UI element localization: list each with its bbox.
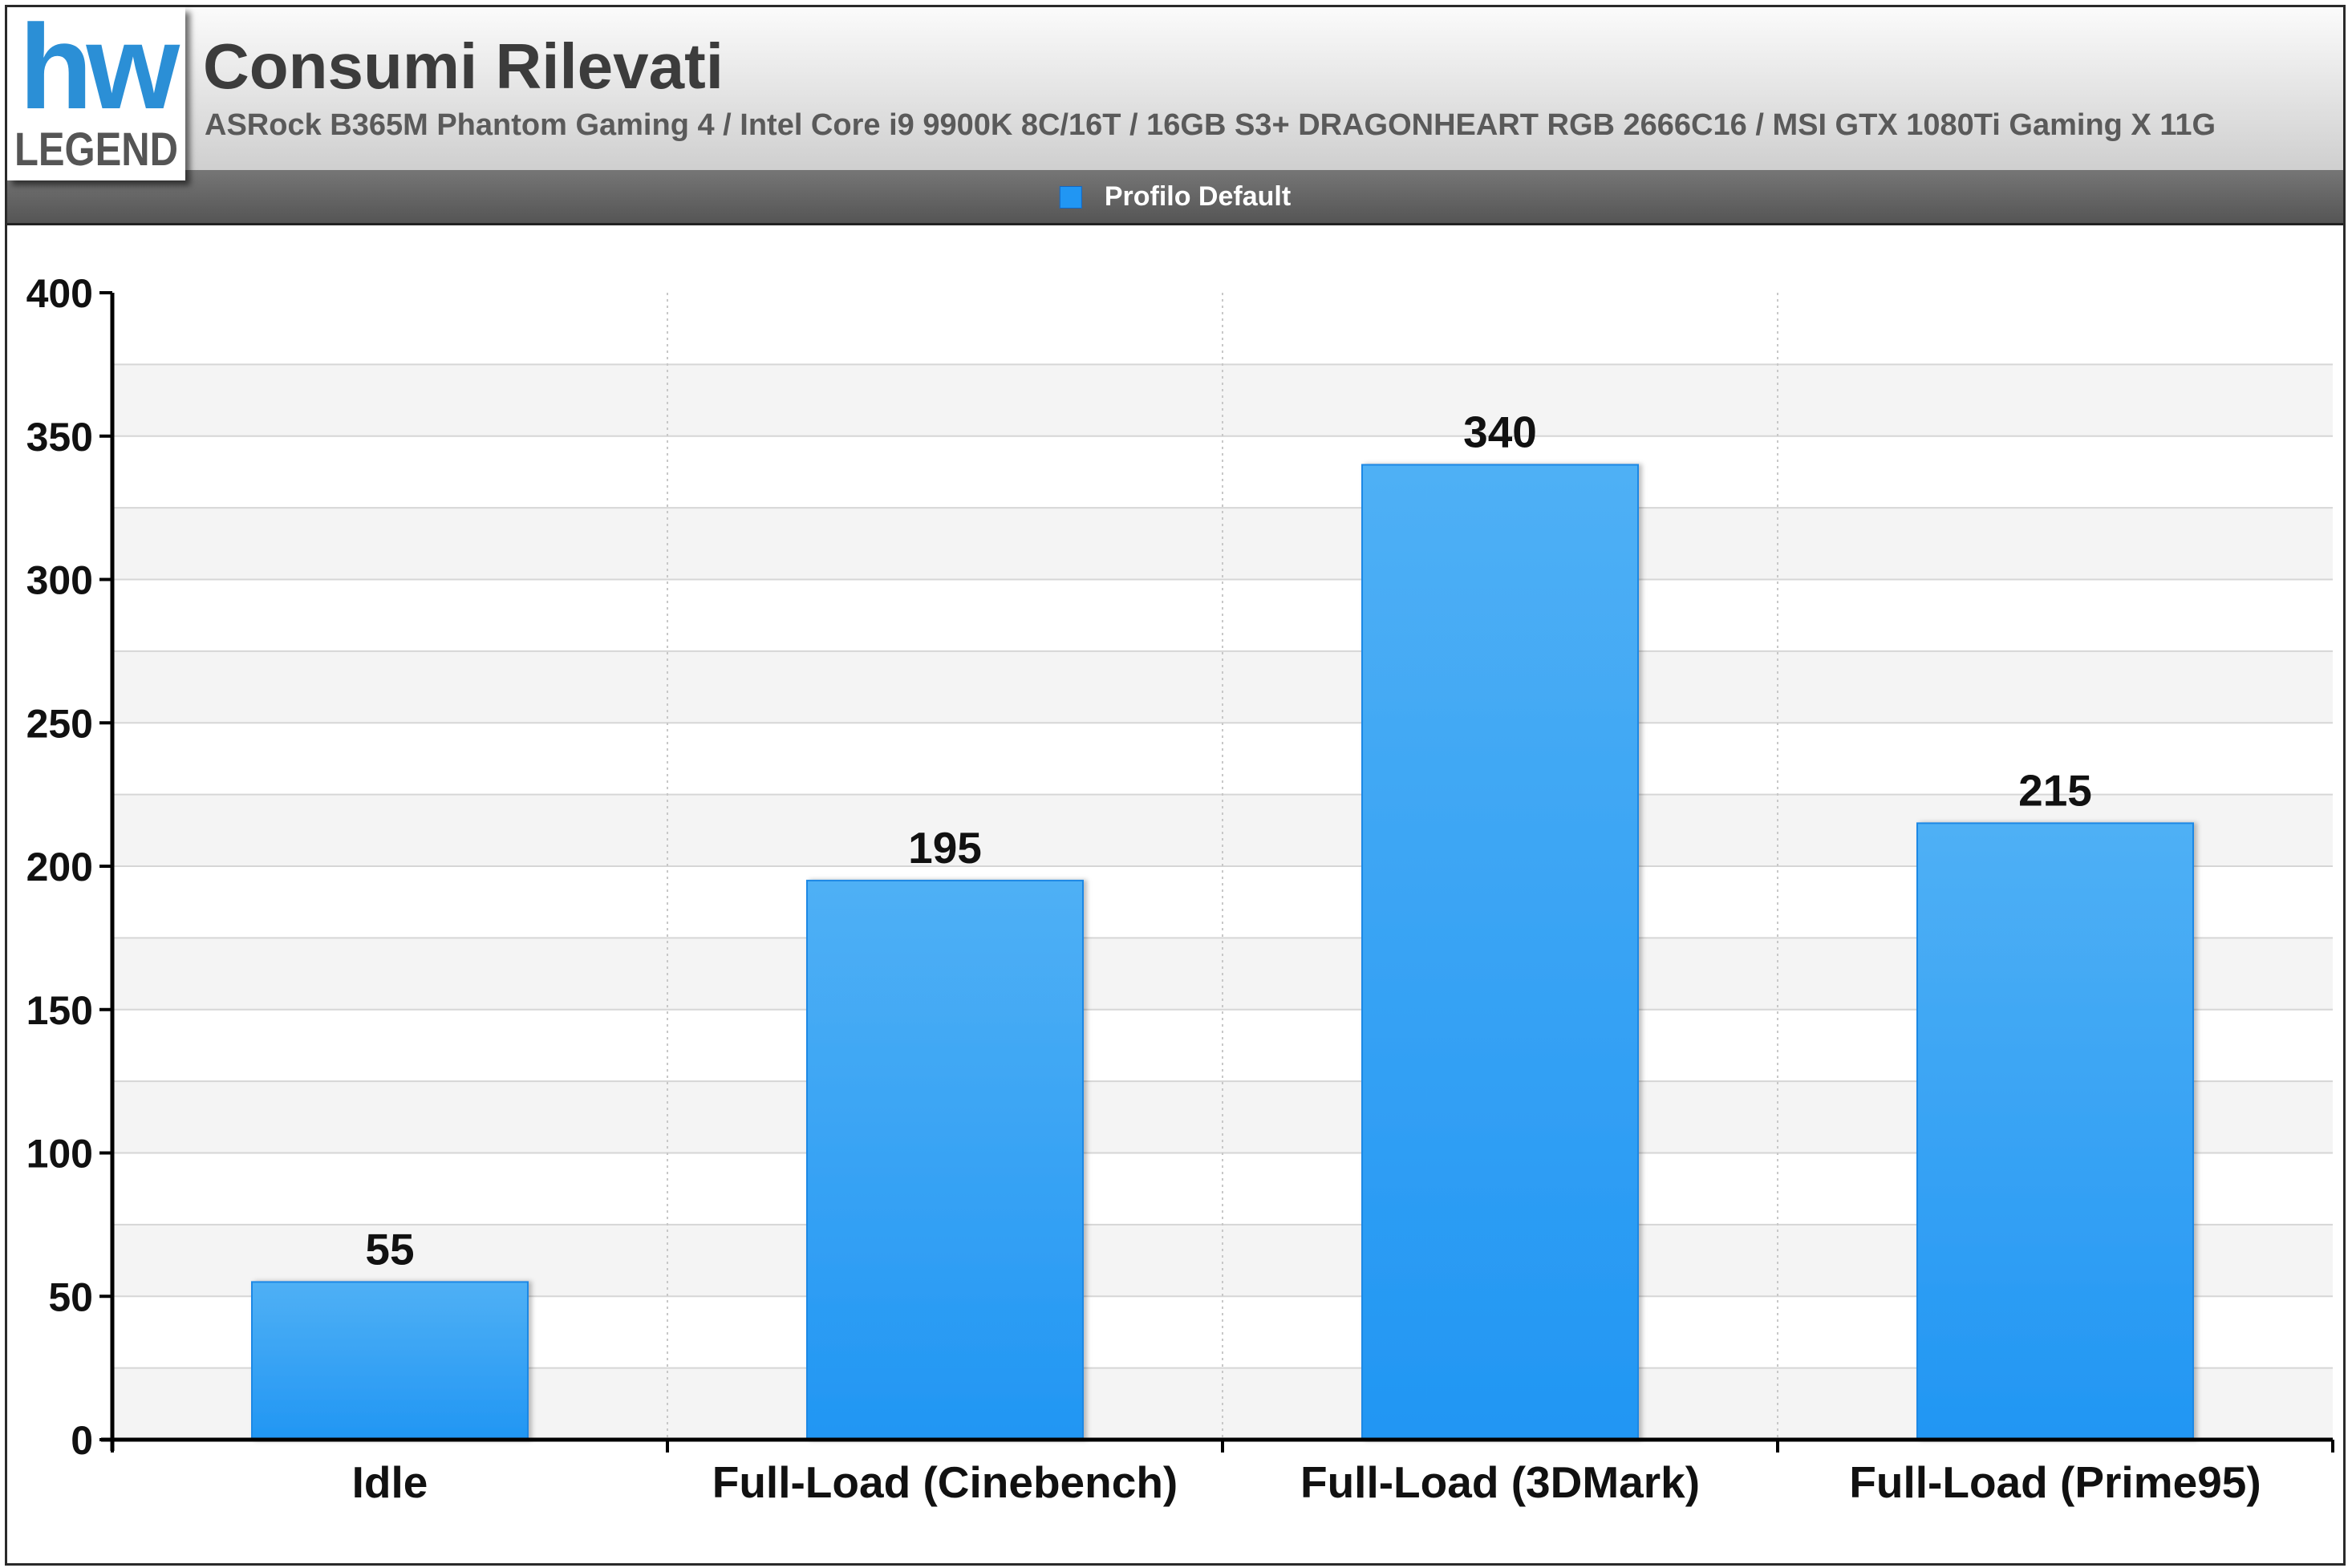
- data-label: 340: [1463, 407, 1537, 457]
- y-tick-label: 50: [48, 1274, 93, 1319]
- y-tick-label: 400: [26, 271, 93, 316]
- y-tick-label: 150: [26, 988, 93, 1033]
- chart-header: Consumi Rilevati ASRock B365M Phantom Ga…: [7, 7, 2343, 172]
- legend-label: Profilo Default: [1104, 181, 1292, 212]
- chart-title: Consumi Rilevati: [203, 30, 724, 102]
- y-tick-label: 0: [71, 1418, 93, 1463]
- logo-graphic: hw LEGEND: [14, 7, 185, 176]
- logo-mark-hw: hw: [19, 7, 180, 134]
- y-tick-label: 250: [26, 701, 93, 746]
- x-tick-label: Idle: [352, 1457, 428, 1507]
- y-tick-label: 200: [26, 845, 93, 889]
- grid-band: [112, 364, 2333, 436]
- bar: [1916, 822, 2194, 1440]
- data-label: 55: [365, 1224, 414, 1274]
- x-tick-label: Full-Load (3DMark): [1300, 1457, 1700, 1507]
- data-label: 195: [908, 823, 982, 873]
- bar: [1361, 464, 1639, 1440]
- legend-item[interactable]: Profilo Default: [1059, 181, 1292, 213]
- x-tick-label: Full-Load (Prime95): [1849, 1457, 2261, 1507]
- site-logo: hw LEGEND: [7, 7, 185, 180]
- y-tick-label: 100: [26, 1132, 93, 1177]
- legend-bar: Profilo Default: [7, 170, 2343, 225]
- logo-word-legend: LEGEND: [14, 124, 178, 176]
- legend-swatch: [1059, 185, 1082, 209]
- bar: [806, 879, 1084, 1440]
- bar: [251, 1281, 529, 1440]
- x-tick-label: Full-Load (Cinebench): [712, 1457, 1178, 1507]
- y-tick-label: 300: [26, 558, 93, 603]
- y-tick-label: 350: [26, 415, 93, 460]
- data-label: 215: [2018, 765, 2092, 815]
- chart-subtitle: ASRock B365M Phantom Gaming 4 / Intel Co…: [205, 108, 2216, 142]
